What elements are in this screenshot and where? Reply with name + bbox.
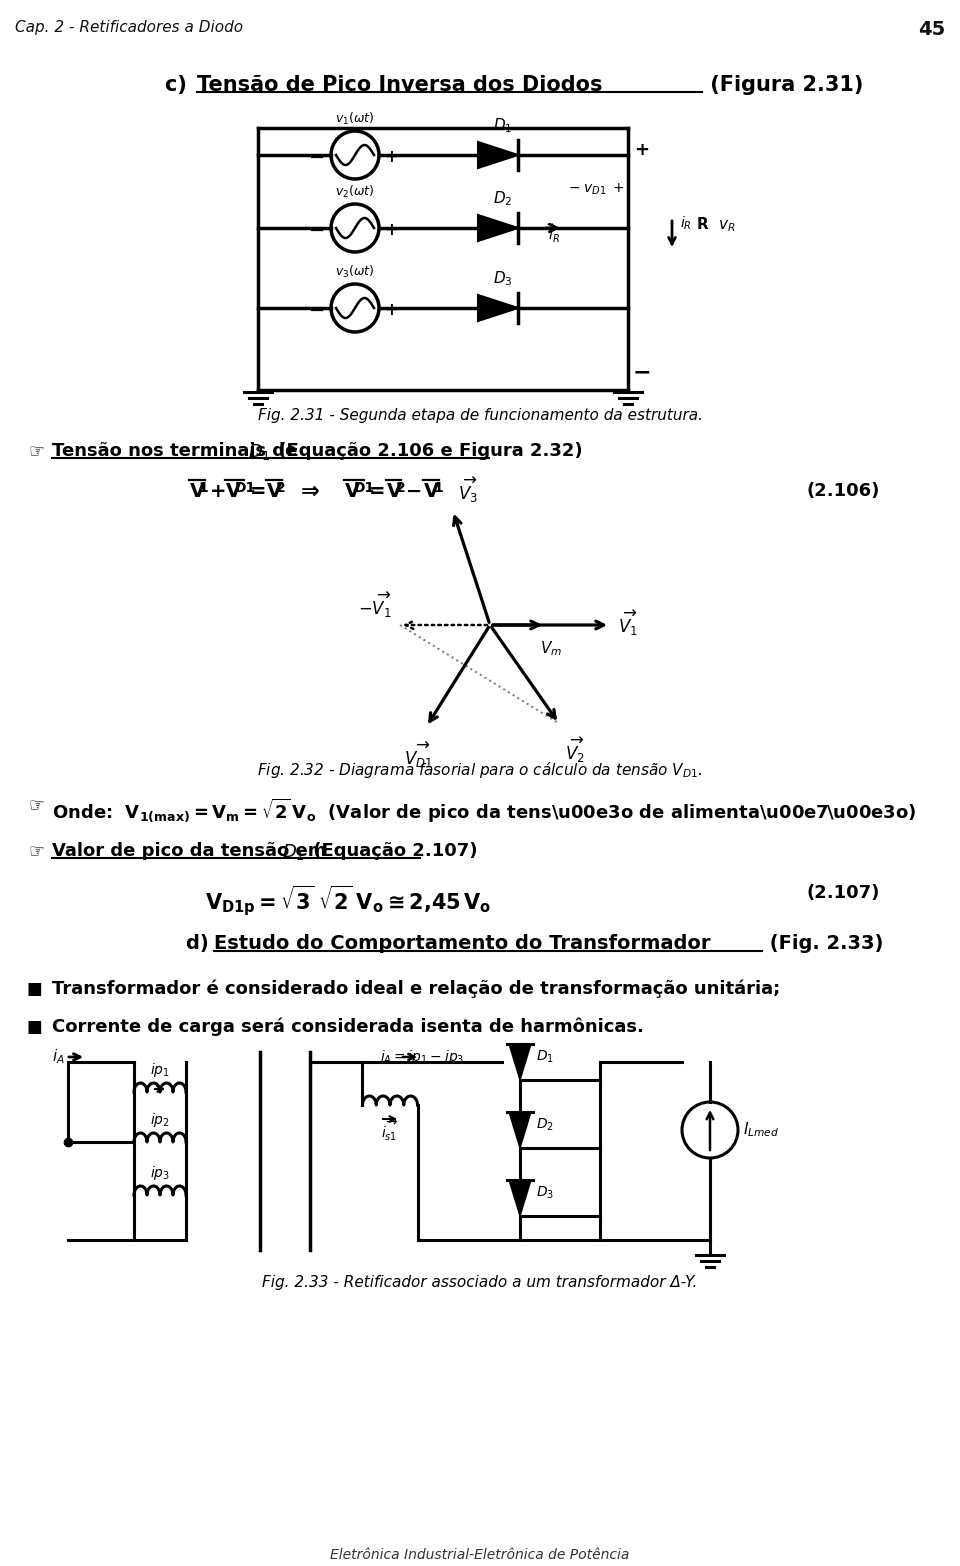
Text: −: − xyxy=(308,301,325,319)
Text: $v_3(\omega t)$: $v_3(\omega t)$ xyxy=(335,265,374,280)
Polygon shape xyxy=(509,1181,531,1217)
Text: $\mathbf{V_{D1p} = \sqrt{3}\;\sqrt{2}\;V_o \cong 2{,}45\,V_o}$: $\mathbf{V_{D1p} = \sqrt{3}\;\sqrt{2}\;V… xyxy=(205,883,492,919)
Text: $I_{Lmed}$: $I_{Lmed}$ xyxy=(743,1121,780,1140)
Text: +: + xyxy=(384,301,397,319)
Text: $ip_3$: $ip_3$ xyxy=(150,1164,170,1182)
Text: R  $v_R$: R $v_R$ xyxy=(696,216,735,235)
Text: $D_3$: $D_3$ xyxy=(536,1185,554,1201)
Polygon shape xyxy=(478,215,518,241)
Text: Tensão nos terminais de: Tensão nos terminais de xyxy=(52,442,303,460)
Text: $D_2$: $D_2$ xyxy=(493,189,513,208)
Text: 1: 1 xyxy=(199,481,208,495)
Text: +: + xyxy=(384,221,397,240)
Text: Eletrônica Industrial-Eletrônica de Potência: Eletrônica Industrial-Eletrônica de Potê… xyxy=(330,1549,630,1561)
Text: $V_m$: $V_m$ xyxy=(540,639,562,658)
Text: ⇒: ⇒ xyxy=(301,482,320,503)
Text: −: − xyxy=(308,221,325,240)
Text: ☞: ☞ xyxy=(28,796,44,814)
Text: $\overrightarrow{V_3}$: $\overrightarrow{V_3}$ xyxy=(458,476,478,504)
Text: Fig. 2.32 - Diagrama fasorial para o cálculo da tensão $V_{D1}$.: Fig. 2.32 - Diagrama fasorial para o cál… xyxy=(257,760,703,780)
Text: $D_2$: $D_2$ xyxy=(536,1117,554,1134)
Text: ■: ■ xyxy=(27,980,43,998)
Text: $ip_1$: $ip_1$ xyxy=(150,1062,170,1079)
Text: $\vec{i}_R$: $\vec{i}_R$ xyxy=(546,222,560,244)
Text: Onde:  $\mathbf{V_{1(max)} = V_m = \sqrt{2}\,V_o}$  (Valor de pico da tens\u00e3: Onde: $\mathbf{V_{1(max)} = V_m = \sqrt{… xyxy=(52,796,917,824)
Text: −: − xyxy=(406,482,422,501)
Text: V: V xyxy=(190,482,205,501)
Text: $i_A = ip_1 - ip_3$: $i_A = ip_1 - ip_3$ xyxy=(380,1048,465,1066)
Text: (Equação 2.106 e Figura 2.32): (Equação 2.106 e Figura 2.32) xyxy=(272,442,583,460)
Text: V: V xyxy=(268,482,282,501)
Text: D1: D1 xyxy=(353,481,375,495)
Text: V: V xyxy=(345,482,360,501)
Text: d): d) xyxy=(186,933,215,954)
Text: +: + xyxy=(635,141,650,160)
Polygon shape xyxy=(478,294,518,321)
Polygon shape xyxy=(509,1112,531,1148)
Text: $ip_2$: $ip_2$ xyxy=(150,1110,170,1129)
Text: 2: 2 xyxy=(276,481,286,495)
Text: +: + xyxy=(209,482,227,501)
Text: $\overrightarrow{i_{s1}}$: $\overrightarrow{i_{s1}}$ xyxy=(381,1118,398,1143)
Text: −: − xyxy=(633,362,651,382)
Text: −: − xyxy=(308,147,325,166)
Text: V: V xyxy=(424,482,440,501)
Text: $-\overrightarrow{V_1}$: $-\overrightarrow{V_1}$ xyxy=(358,590,392,620)
Text: Cap. 2 - Retificadores a Diodo: Cap. 2 - Retificadores a Diodo xyxy=(15,20,243,34)
Text: ☞: ☞ xyxy=(28,442,44,460)
Text: $v_1(\omega t)$: $v_1(\omega t)$ xyxy=(335,111,374,127)
Text: D1: D1 xyxy=(234,481,255,495)
Text: 2: 2 xyxy=(396,481,405,495)
Text: 45: 45 xyxy=(918,20,945,39)
Text: (Fig. 2.33): (Fig. 2.33) xyxy=(763,933,883,954)
Text: (2.107): (2.107) xyxy=(806,883,880,902)
Text: $i_A$: $i_A$ xyxy=(52,1048,65,1066)
Text: $D_1$: $D_1$ xyxy=(282,843,304,861)
Text: Tensão de Pico Inversa dos Diodos: Tensão de Pico Inversa dos Diodos xyxy=(197,75,603,96)
Text: $i_R$: $i_R$ xyxy=(680,215,692,232)
Text: $- \; v_{D1} \; +$: $- \; v_{D1} \; +$ xyxy=(568,182,624,197)
Text: c): c) xyxy=(165,75,194,96)
Text: $D_1$: $D_1$ xyxy=(536,1049,554,1065)
Text: $D_1$: $D_1$ xyxy=(493,116,513,135)
Text: (2.106): (2.106) xyxy=(806,482,880,500)
Text: +: + xyxy=(384,149,397,166)
Text: (Equação 2.107): (Equação 2.107) xyxy=(307,843,477,860)
Text: ■: ■ xyxy=(27,1018,43,1037)
Text: $D_1$: $D_1$ xyxy=(248,442,271,462)
Text: $v_2(\omega t)$: $v_2(\omega t)$ xyxy=(335,183,374,200)
Text: $\overrightarrow{V_1}$: $\overrightarrow{V_1}$ xyxy=(618,608,638,637)
Text: $\overrightarrow{V_2}$: $\overrightarrow{V_2}$ xyxy=(564,736,585,764)
Text: V: V xyxy=(387,482,402,501)
Text: (Figura 2.31): (Figura 2.31) xyxy=(703,75,863,96)
Text: $D_3$: $D_3$ xyxy=(493,269,513,288)
Text: Estudo do Comportamento do Transformador: Estudo do Comportamento do Transformador xyxy=(214,933,710,954)
Text: Fig. 2.31 - Segunda etapa de funcionamento da estrutura.: Fig. 2.31 - Segunda etapa de funcionamen… xyxy=(257,409,703,423)
Text: Corrente de carga será considerada isenta de harmônicas.: Corrente de carga será considerada isent… xyxy=(52,1018,644,1037)
Polygon shape xyxy=(509,1045,531,1081)
Text: V: V xyxy=(226,482,241,501)
Text: 1: 1 xyxy=(433,481,443,495)
Text: Transformador é considerado ideal e relação de transformação unitária;: Transformador é considerado ideal e rela… xyxy=(52,980,780,999)
Polygon shape xyxy=(478,143,518,168)
Text: ☞: ☞ xyxy=(28,843,44,860)
Text: Fig. 2.33 - Retificador associado a um transformador Δ-Y.: Fig. 2.33 - Retificador associado a um t… xyxy=(262,1275,698,1290)
Text: $\overrightarrow{V_{D1}}$: $\overrightarrow{V_{D1}}$ xyxy=(404,741,433,770)
Text: =: = xyxy=(369,482,385,501)
Text: Valor de pico da tensão em: Valor de pico da tensão em xyxy=(52,843,333,860)
Text: =: = xyxy=(250,482,266,501)
